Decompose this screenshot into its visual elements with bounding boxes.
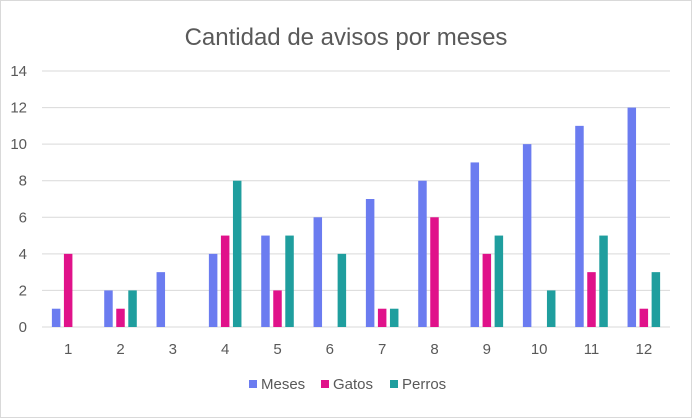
bar-meses-2 [104, 290, 113, 327]
bar-gatos-4 [220, 235, 230, 327]
y-tick-label: 14 [10, 63, 27, 80]
legend-label-gatos: Gatos [333, 376, 373, 393]
y-tick-label: 0 [19, 319, 27, 336]
x-tick-label: 7 [378, 341, 386, 358]
x-tick-label: 10 [531, 341, 548, 358]
bar-gatos-8 [430, 217, 439, 327]
bar-gatos-12 [639, 308, 649, 327]
x-tick-label: 11 [584, 341, 600, 358]
bar-meses-8 [418, 180, 427, 327]
bar-meses-11 [575, 125, 584, 327]
bar-meses-9 [470, 162, 480, 327]
bar-meses-3 [156, 272, 166, 327]
bar-perros-5 [285, 235, 294, 327]
bar-gatos-2 [116, 308, 125, 327]
bar-gatos-11 [587, 272, 596, 327]
bar-perros-2 [128, 290, 137, 327]
bar-meses-10 [522, 144, 532, 327]
bar-meses-5 [261, 235, 270, 327]
bar-perros-4 [232, 180, 242, 327]
x-tick-label: 2 [116, 341, 124, 358]
bar-perros-7 [389, 308, 399, 327]
y-tick-label: 2 [19, 282, 27, 299]
y-tick-label: 6 [19, 209, 27, 226]
x-tick-label: 6 [326, 341, 334, 358]
y-tick-label: 8 [19, 173, 27, 190]
x-tick-label: 8 [430, 341, 438, 358]
bar-meses-7 [365, 199, 375, 327]
bar-gatos-5 [273, 290, 282, 327]
bar-perros-12 [651, 272, 661, 327]
y-tick-label: 10 [10, 136, 27, 153]
bar-meses-6 [313, 217, 323, 327]
bar-meses-1 [51, 308, 61, 327]
bar-gatos-1 [63, 253, 73, 327]
bar-perros-9 [494, 235, 504, 327]
legend-label-perros: Perros [402, 376, 446, 393]
x-tick-label: 12 [635, 341, 652, 358]
legend-swatch-perros [390, 380, 398, 388]
y-tick-label: 4 [19, 246, 27, 263]
x-tick-label: 9 [483, 341, 491, 358]
legend-swatch-meses [249, 380, 257, 388]
legend-label-meses: Meses [261, 376, 305, 393]
bar-perros-10 [546, 290, 556, 327]
chart-title: Cantidad de avisos por meses [184, 24, 508, 51]
x-tick-label: 4 [221, 341, 229, 358]
x-tick-label: 1 [64, 341, 72, 358]
bar-perros-6 [337, 253, 347, 327]
bar-gatos-9 [482, 253, 492, 327]
bar-gatos-7 [377, 308, 387, 327]
y-tick-label: 12 [10, 100, 27, 117]
bar-meses-4 [208, 253, 218, 327]
bar-perros-11 [599, 235, 608, 327]
x-tick-label: 5 [273, 341, 281, 358]
legend-swatch-gatos [321, 380, 329, 388]
bar-meses-12 [627, 107, 637, 327]
x-tick-label: 3 [169, 341, 177, 358]
